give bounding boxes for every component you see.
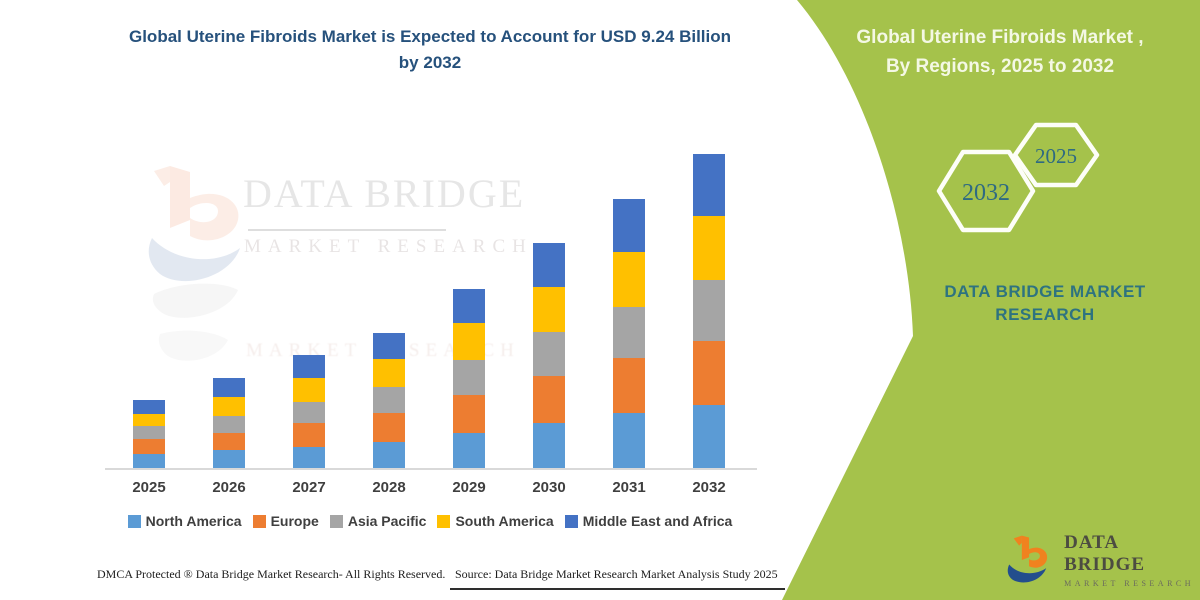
bar-segment-2031-europe	[613, 358, 645, 414]
x-tick-2030: 2030	[532, 479, 566, 496]
dbmr-logo: DATA BRIDGE MARKET RESEARCH	[1002, 531, 1200, 589]
bar-segment-2029-south-america	[453, 322, 485, 360]
bar-segment-2025-middle-east-and-africa	[133, 400, 165, 415]
bar-segment-2029-europe	[453, 395, 485, 433]
x-tick-2032: 2032	[692, 479, 726, 496]
brand-line2: RESEARCH	[995, 305, 1095, 324]
bar-segment-2026-europe	[213, 432, 245, 450]
brand-text: DATA BRIDGE MARKET RESEARCH	[895, 280, 1195, 326]
panel-title-line2: By Regions, 2025 to 2032	[885, 56, 1115, 77]
bar-segment-2029-middle-east-and-africa	[453, 288, 485, 323]
bar-segment-2032-south-america	[693, 215, 725, 280]
bar-segment-2028-asia-pacific	[373, 387, 405, 414]
panel-title: Global Uterine Fibroids Market , By Regi…	[815, 23, 1185, 81]
bar-segment-2032-middle-east-and-africa	[693, 154, 725, 216]
bar-segment-2030-middle-east-and-africa	[533, 242, 565, 287]
hexagon-2032-outline	[936, 149, 1036, 233]
bar-segment-2031-south-america	[613, 252, 645, 308]
chart-legend: North America Europe Asia Pacific South Ame…	[95, 513, 765, 529]
legend-item-middle-east-and-africa: Middle East and Africa	[564, 513, 733, 529]
bar-segment-2030-asia-pacific	[533, 331, 565, 376]
bar-segment-2026-middle-east-and-africa	[213, 377, 245, 397]
bar-segment-2031-middle-east-and-africa	[613, 199, 645, 253]
bar-segment-2027-asia-pacific	[293, 401, 325, 423]
bar-segment-2029-asia-pacific	[453, 359, 485, 396]
hexagon-2025-label: 2025	[1035, 144, 1077, 168]
brand-line1: DATA BRIDGE MARKET	[944, 282, 1146, 301]
source-underline	[450, 588, 785, 590]
bar-segment-2027-south-america	[293, 377, 325, 402]
legend-label: North America	[145, 513, 242, 529]
bar-segment-2028-south-america	[373, 359, 405, 388]
bar-segment-2032-north-america	[693, 404, 725, 469]
bar-segment-2030-north-america	[533, 422, 565, 469]
bar-segment-2030-europe	[533, 375, 565, 423]
panel-title-line1: Global Uterine Fibroids Market ,	[856, 27, 1144, 48]
bar-segment-2028-europe	[373, 413, 405, 443]
hexagon-2032-label: 2032	[962, 180, 1010, 206]
bar-segment-2026-north-america	[213, 449, 245, 469]
x-tick-2031: 2031	[612, 479, 646, 496]
bar-segment-2027-europe	[293, 422, 325, 447]
bar-segment-2031-north-america	[613, 413, 645, 469]
bar-segment-2032-europe	[693, 340, 725, 405]
bar-segment-2025-south-america	[133, 414, 165, 427]
bar-segment-2028-north-america	[373, 442, 405, 469]
legend-swatch	[564, 514, 578, 528]
source-text: Source: Data Bridge Market Research Mark…	[455, 567, 778, 581]
chart-title: Global Uterine Fibroids Market is Expect…	[128, 27, 732, 72]
x-axis-line	[105, 468, 757, 470]
hexagon-2025-outline	[1012, 122, 1100, 188]
bar-segment-2032-asia-pacific	[693, 279, 725, 341]
x-tick-2025: 2025	[132, 479, 166, 496]
legend-item-north-america: North America	[127, 513, 242, 529]
legend-item-south-america: South America	[437, 513, 554, 529]
bar-segment-2029-north-america	[453, 432, 485, 469]
dbmr-logo-sub: MARKET RESEARCH	[1064, 579, 1195, 588]
bar-segment-2027-north-america	[293, 446, 325, 469]
x-tick-2028: 2028	[372, 479, 406, 496]
dbmr-logo-name: DATA BRIDGE	[1064, 532, 1146, 575]
bar-segment-2031-asia-pacific	[613, 307, 645, 359]
dbmr-logo-mark	[1007, 535, 1048, 583]
bar-segment-2025-europe	[133, 439, 165, 454]
legend-swatch	[127, 514, 141, 528]
bar-segment-2030-south-america	[533, 286, 565, 332]
legend-item-asia-pacific: Asia Pacific	[329, 513, 427, 529]
x-tick-2026: 2026	[212, 479, 246, 496]
bar-segment-2027-middle-east-and-africa	[293, 355, 325, 378]
x-tick-2029: 2029	[452, 479, 486, 496]
bar-segment-2028-middle-east-and-africa	[373, 333, 405, 360]
legend-label: Europe	[270, 513, 319, 529]
legend-swatch	[329, 514, 343, 528]
bar-segment-2025-north-america	[133, 454, 165, 469]
legend-swatch	[252, 514, 266, 528]
bar-segment-2025-asia-pacific	[133, 426, 165, 439]
legend-label: Asia Pacific	[347, 513, 427, 529]
legend-label: Middle East and Africa	[582, 513, 733, 529]
dmca-text: DMCA Protected ® Data Bridge Market Rese…	[97, 567, 446, 581]
legend-label: South America	[455, 513, 554, 529]
bar-segment-2026-asia-pacific	[213, 415, 245, 433]
bar-segment-2026-south-america	[213, 396, 245, 416]
legend-swatch	[437, 514, 451, 528]
legend-item-europe: Europe	[252, 513, 319, 529]
x-tick-2027: 2027	[292, 479, 326, 496]
